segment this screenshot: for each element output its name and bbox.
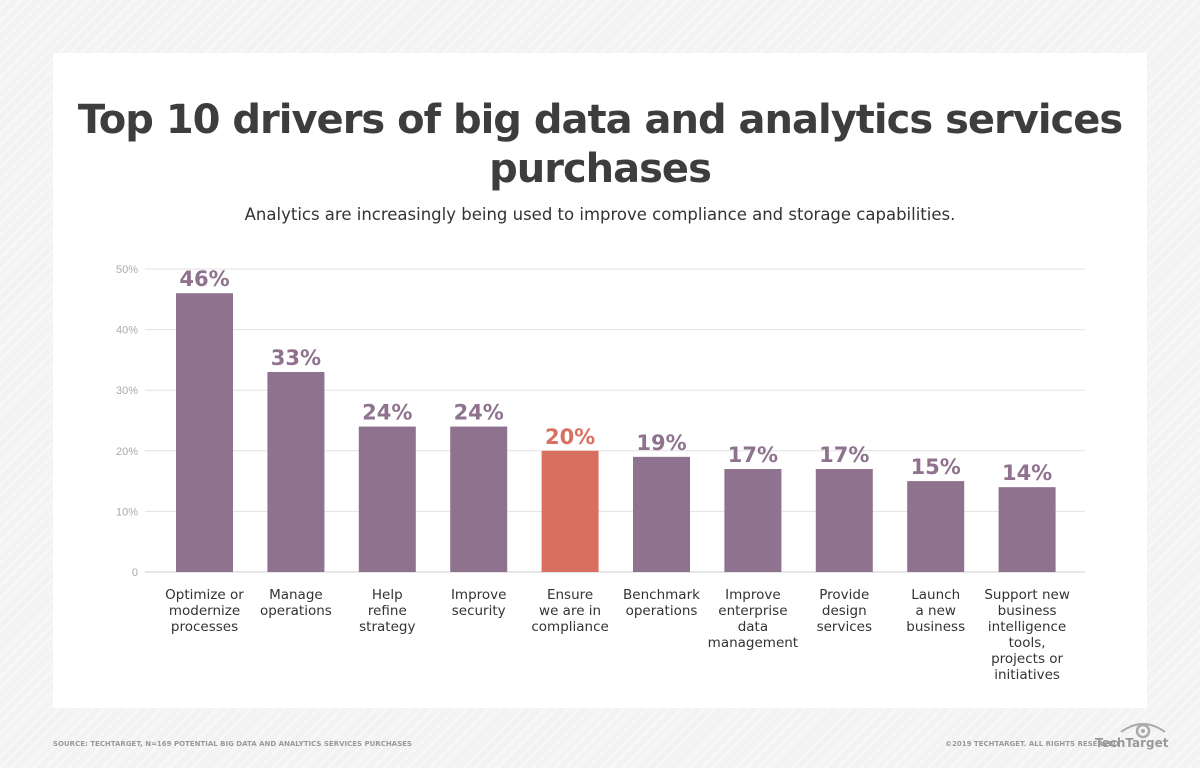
x-tick-label: enterprise — [718, 603, 787, 619]
x-tick-label: refine — [368, 603, 407, 619]
y-tick-label: 20% — [116, 446, 138, 458]
x-tick-label: data — [738, 619, 768, 635]
bar — [450, 426, 508, 572]
data-label: 33% — [271, 346, 321, 370]
x-tick-label: business — [906, 619, 965, 635]
x-tick-label: Optimize or — [165, 587, 244, 603]
x-tick-label: business — [998, 603, 1057, 619]
eye-icon — [1120, 723, 1166, 739]
data-label: 14% — [1002, 461, 1052, 485]
bar — [998, 487, 1056, 572]
x-tick-label: Manage — [269, 587, 323, 603]
x-tick-label: compliance — [531, 619, 608, 635]
x-tick-label: design — [822, 603, 867, 619]
bar — [267, 372, 325, 572]
x-tick-label: Launch — [911, 587, 960, 603]
chart-card — [53, 53, 1147, 708]
x-tick-label: processes — [171, 619, 238, 635]
data-label: 15% — [911, 455, 961, 479]
x-tick-label: projects or — [991, 651, 1063, 667]
y-tick-label: 30% — [116, 385, 138, 397]
y-tick-label: 0 — [132, 567, 138, 579]
bar — [358, 426, 416, 572]
bar — [176, 293, 233, 572]
y-tick-label: 10% — [116, 506, 138, 518]
data-label: 19% — [636, 431, 686, 455]
x-tick-label: Provide — [819, 587, 869, 603]
y-tick-label: 50% — [116, 264, 138, 276]
x-tick-label: strategy — [359, 619, 415, 635]
x-tick-label: Support new — [984, 587, 1070, 603]
bar — [633, 456, 690, 572]
x-tick-label: Ensure — [547, 587, 593, 603]
x-tick-label: tools, — [1009, 635, 1046, 651]
x-tick-label: management — [708, 635, 798, 651]
bar — [541, 450, 599, 572]
x-tick-label: operations — [626, 603, 698, 619]
x-tick-label: initiatives — [994, 667, 1060, 683]
bar — [815, 468, 873, 572]
y-tick-label: 40% — [116, 325, 138, 337]
chart-subtitle: Analytics are increasingly being used to… — [244, 205, 956, 224]
data-label: 17% — [819, 443, 869, 467]
data-label: 24% — [362, 401, 412, 425]
x-tick-label: security — [452, 603, 506, 619]
x-tick-label: intelligence — [988, 619, 1066, 635]
data-label: 17% — [728, 443, 778, 467]
x-tick-label: operations — [260, 603, 332, 619]
x-tick-label: a new — [915, 603, 955, 619]
x-tick-label: Improve — [451, 587, 507, 603]
chart-title: Top 10 drivers of big data and analytics… — [77, 97, 1123, 192]
data-label: 24% — [454, 401, 504, 425]
bar — [724, 468, 782, 572]
x-tick-label: services — [817, 619, 872, 635]
data-label: 20% — [545, 425, 595, 449]
x-tick-label: Help — [372, 587, 403, 603]
x-tick-label: Benchmark — [623, 587, 700, 603]
bar — [907, 481, 965, 572]
source-note: SOURCE: TECHTARGET, N=169 POTENTIAL BIG … — [53, 740, 412, 748]
data-label: 46% — [179, 267, 229, 291]
x-tick-label: modernize — [169, 603, 240, 619]
x-tick-label: Improve — [725, 587, 781, 603]
copyright: ©2019 TECHTARGET. ALL RIGHTS RESERVED — [945, 740, 1119, 748]
x-tick-label: we are in — [539, 603, 601, 619]
